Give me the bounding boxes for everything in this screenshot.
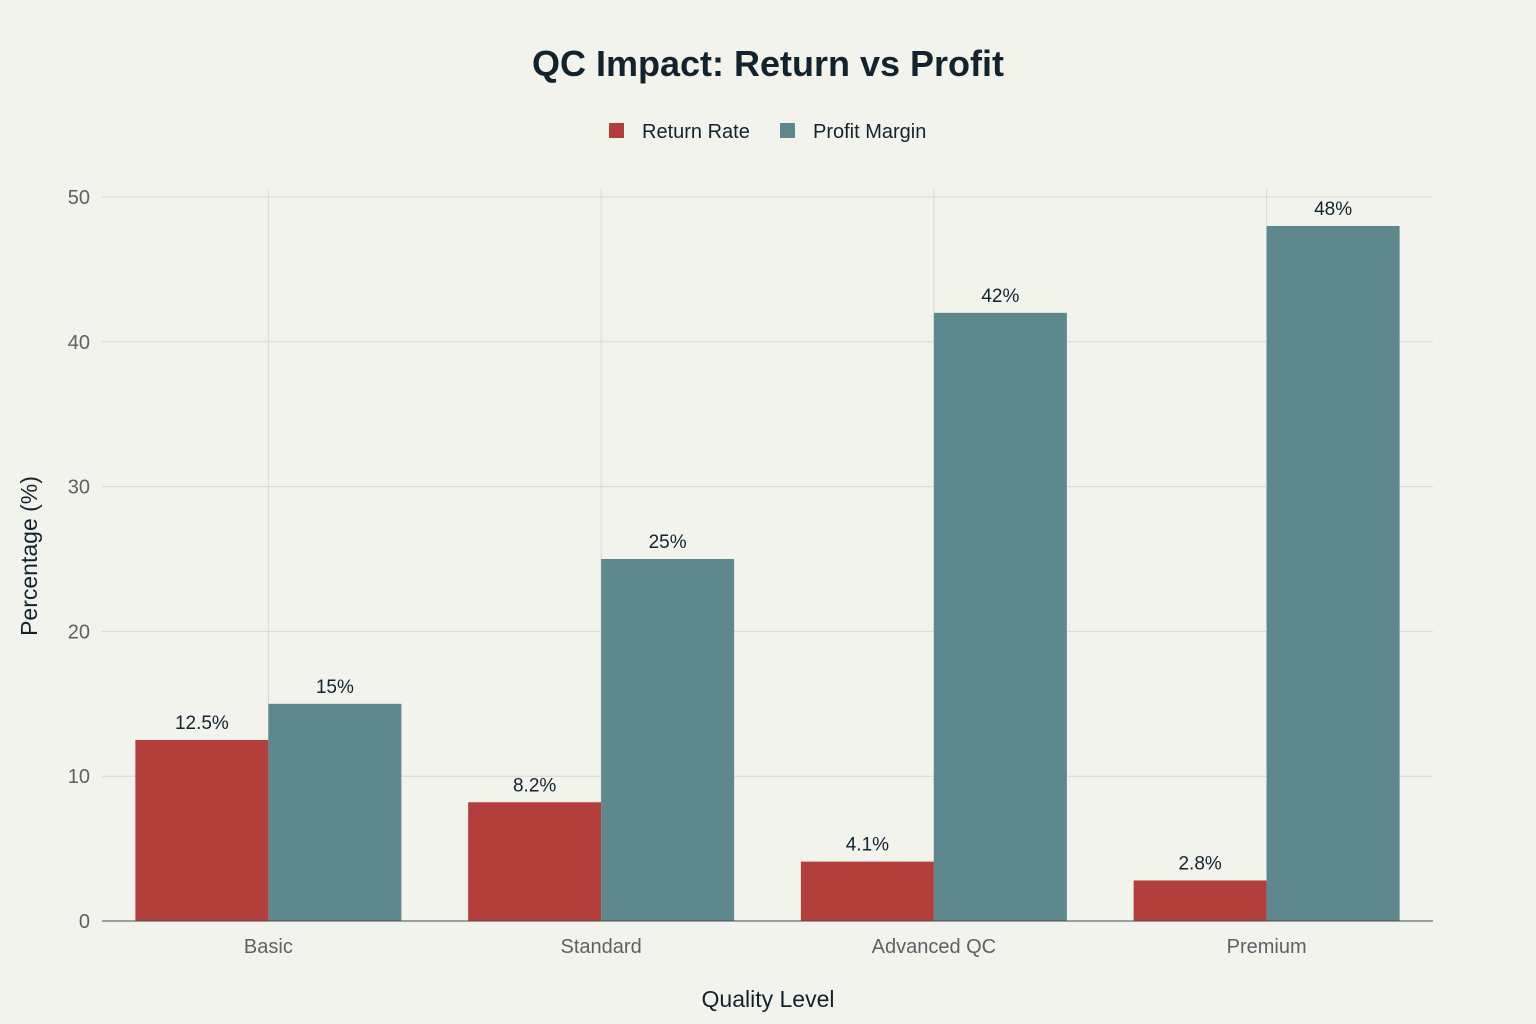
legend-swatch-return-rate xyxy=(609,123,624,138)
chart-title: QC Impact: Return vs Profit xyxy=(532,43,1004,84)
data-label: 42% xyxy=(981,286,1019,307)
y-tick-label: 30 xyxy=(68,477,90,499)
tick-labels: 0 10 20 30 40 50 Basic Standard Advanced QC Premi… xyxy=(68,187,1307,958)
legend: Return Rate Profit Margin xyxy=(609,121,926,143)
y-tick-label: 40 xyxy=(68,332,90,354)
y-axis-title: Percentage (%) xyxy=(16,476,42,636)
x-tick-label: Standard xyxy=(561,936,642,958)
bar-return-rate xyxy=(468,802,602,921)
data-label: 48% xyxy=(1314,199,1352,220)
x-axis-title: Quality Level xyxy=(702,986,835,1012)
legend-swatch-profit-margin xyxy=(780,123,795,138)
data-label: 4.1% xyxy=(846,835,889,856)
y-tick-label: 10 xyxy=(68,766,90,788)
legend-label-return-rate: Return Rate xyxy=(642,121,750,143)
data-labels: 12.5% 15% 8.2% 25% 4.1% 42% 2.8% 48% xyxy=(175,199,1352,874)
bar-return-rate xyxy=(1133,880,1267,921)
x-tick-label: Advanced QC xyxy=(872,936,997,958)
bars xyxy=(135,225,1400,922)
bar-return-rate xyxy=(135,740,269,921)
y-tick-label: 50 xyxy=(68,187,90,209)
legend-label-profit-margin: Profit Margin xyxy=(813,121,926,143)
data-label: 12.5% xyxy=(175,713,229,734)
x-tick-label: Basic xyxy=(244,936,293,958)
data-label: 2.8% xyxy=(1178,853,1221,874)
bar-profit-margin xyxy=(601,559,735,921)
x-tick-label: Premium xyxy=(1227,936,1307,958)
y-tick-label: 0 xyxy=(79,911,90,933)
bar-profit-margin xyxy=(933,312,1067,922)
data-label: 8.2% xyxy=(513,775,556,796)
data-label: 15% xyxy=(316,677,354,698)
bar-return-rate xyxy=(800,861,934,921)
data-label: 25% xyxy=(649,532,687,553)
bar-profit-margin xyxy=(1266,225,1400,921)
y-tick-label: 20 xyxy=(68,621,90,643)
bar-profit-margin xyxy=(268,703,402,921)
